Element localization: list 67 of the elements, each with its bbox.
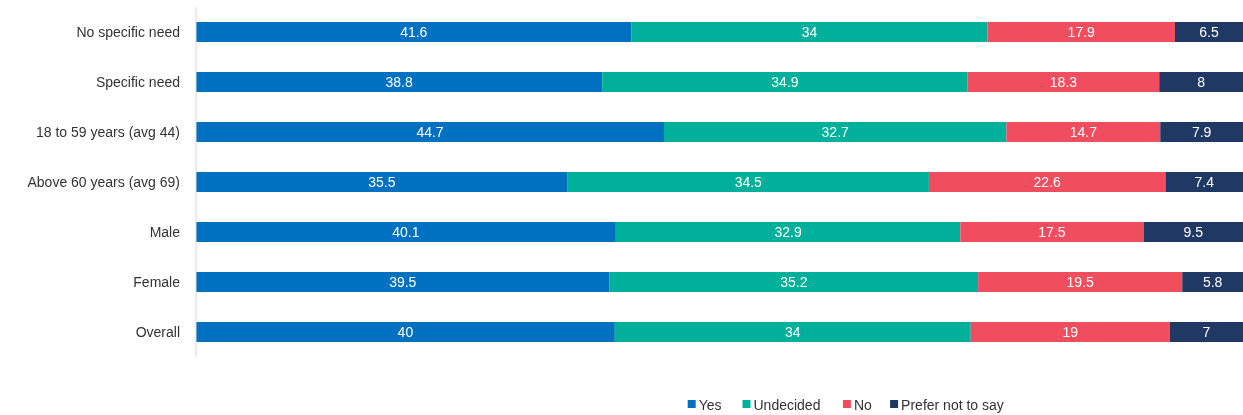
data-label: 7 — [1202, 323, 1211, 340]
data-label: 40.1 — [392, 223, 420, 240]
bar — [196, 22, 632, 42]
data-label: 32.9 — [774, 223, 802, 240]
bar — [1159, 72, 1243, 92]
data-label: 9.5 — [1183, 223, 1204, 240]
data-label: 19 — [1062, 323, 1079, 340]
data-label: 18.3 — [1049, 73, 1078, 90]
data-label: 7.4 — [1194, 173, 1215, 190]
bar — [1169, 322, 1243, 342]
bar — [978, 272, 1183, 292]
data-label: 44.7 — [416, 123, 444, 140]
data-label: 19.5 — [1066, 273, 1095, 290]
bar — [664, 122, 1007, 142]
data-label: 34 — [801, 23, 818, 40]
data-label: 40 — [397, 323, 414, 340]
bar — [928, 172, 1166, 192]
y-tick-label: 18 to 59 years (avg 44) — [36, 123, 180, 140]
data-label: 34.9 — [771, 73, 799, 90]
bar — [1143, 222, 1243, 242]
bar — [196, 322, 615, 342]
data-label: 17.5 — [1038, 223, 1066, 240]
data-label: 17.9 — [1067, 23, 1096, 40]
bar — [987, 22, 1175, 42]
bar — [1006, 122, 1161, 142]
data-label: 41.6 — [400, 23, 428, 40]
bar — [970, 322, 1170, 342]
bar — [602, 72, 968, 92]
data-label: 39.5 — [389, 273, 417, 290]
bar — [1160, 122, 1243, 142]
data-label: 22.6 — [1033, 173, 1062, 190]
bar — [631, 22, 988, 42]
data-label: 35.2 — [780, 273, 808, 290]
y-tick-label: No specific need — [76, 23, 180, 40]
data-label: 7.9 — [1191, 123, 1212, 140]
y-tick-label: Female — [133, 273, 181, 290]
y-tick-label: Specific need — [95, 73, 180, 90]
y-tick-label: Male — [149, 223, 181, 240]
bar — [1165, 172, 1243, 192]
bar — [1182, 272, 1243, 292]
bar — [196, 222, 616, 242]
legend-label: Undecided — [753, 396, 821, 413]
bar — [967, 72, 1160, 92]
bar — [196, 122, 665, 142]
bar — [196, 272, 610, 292]
bar — [196, 172, 568, 192]
data-label: 5.8 — [1202, 273, 1223, 290]
data-label: 34 — [785, 323, 801, 340]
bar — [196, 72, 603, 92]
bar — [615, 222, 961, 242]
data-label: 14.7 — [1069, 123, 1098, 140]
data-label: 8 — [1197, 73, 1206, 90]
bar — [614, 322, 971, 342]
data-label: 34.5 — [734, 173, 763, 190]
data-label: 6.5 — [1199, 23, 1219, 40]
bar — [609, 272, 979, 292]
data-label: 32.7 — [821, 123, 850, 140]
y-tick-label: Above 60 years (avg 69) — [27, 173, 180, 190]
legend-label: Prefer not to say — [901, 396, 1004, 413]
y-tick-label: Overall — [135, 323, 180, 340]
legend-label: No — [853, 396, 873, 413]
bar — [567, 172, 929, 192]
bar — [960, 222, 1144, 242]
data-label: 38.8 — [385, 73, 413, 90]
legend-label: Yes — [698, 396, 722, 413]
bar — [1174, 22, 1243, 42]
data-label: 35.5 — [368, 173, 396, 190]
